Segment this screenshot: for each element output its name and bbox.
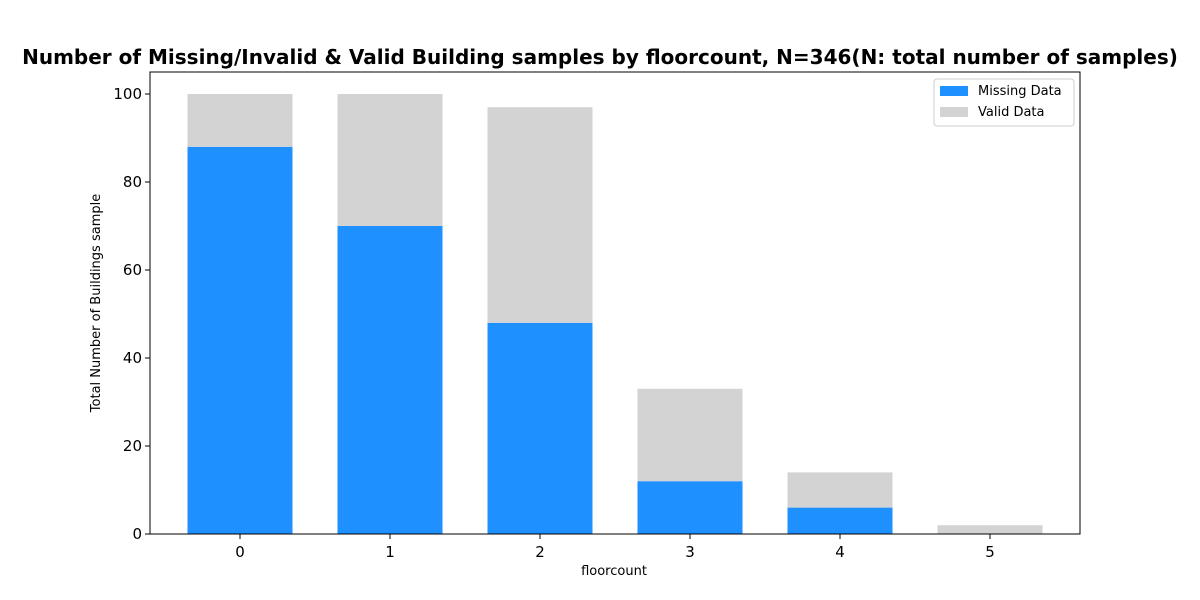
bar-valid-data-floorcount-0 — [187, 94, 293, 147]
x-axis: 0 1 2 3 4 5 — [235, 534, 995, 561]
y-tick-label: 100 — [113, 85, 142, 103]
bar-valid-data-floorcount-2 — [487, 107, 593, 323]
legend-swatch-valid-data — [940, 107, 968, 117]
legend-label-valid-data: Valid Data — [978, 105, 1045, 120]
bar-valid-data-floorcount-5 — [937, 525, 1043, 534]
x-tick-label: 5 — [985, 543, 995, 561]
y-tick-label: 80 — [123, 173, 142, 191]
x-tick-label: 0 — [235, 543, 245, 561]
bar-missing-data-floorcount-0 — [187, 146, 293, 535]
x-tick-label: 1 — [385, 543, 395, 561]
bar-missing-data-floorcount-2 — [487, 322, 593, 534]
bar-missing-data-floorcount-1 — [337, 226, 443, 534]
y-tick-label: 40 — [123, 349, 142, 367]
x-tick-label: 2 — [535, 543, 545, 561]
y-axis: 0 20 40 60 80 100 — [113, 85, 150, 543]
legend-box — [933, 78, 1075, 127]
bar-valid-data-floorcount-1 — [337, 94, 443, 226]
plot-bars — [187, 94, 1043, 535]
legend: Missing Data Valid Data — [933, 78, 1075, 127]
y-tick-label: 0 — [132, 525, 142, 543]
legend-label-missing-data: Missing Data — [978, 84, 1062, 99]
legend-swatch-missing-data — [940, 86, 968, 96]
y-axis-label: Total Number of Buildings sample — [89, 194, 104, 413]
bar-missing-data-floorcount-3 — [637, 481, 743, 534]
y-tick-label: 20 — [123, 437, 142, 455]
y-tick-label: 60 — [123, 261, 142, 279]
bar-missing-data-floorcount-4 — [787, 507, 893, 534]
bar-valid-data-floorcount-3 — [637, 388, 743, 482]
bar-valid-data-floorcount-4 — [787, 472, 893, 508]
x-axis-label: floorcount — [581, 564, 647, 579]
x-tick-label: 4 — [835, 543, 845, 561]
x-tick-label: 3 — [685, 543, 695, 561]
chart-title: Number of Missing/Invalid & Valid Buildi… — [22, 45, 1178, 69]
plot-frame — [149, 71, 1081, 535]
